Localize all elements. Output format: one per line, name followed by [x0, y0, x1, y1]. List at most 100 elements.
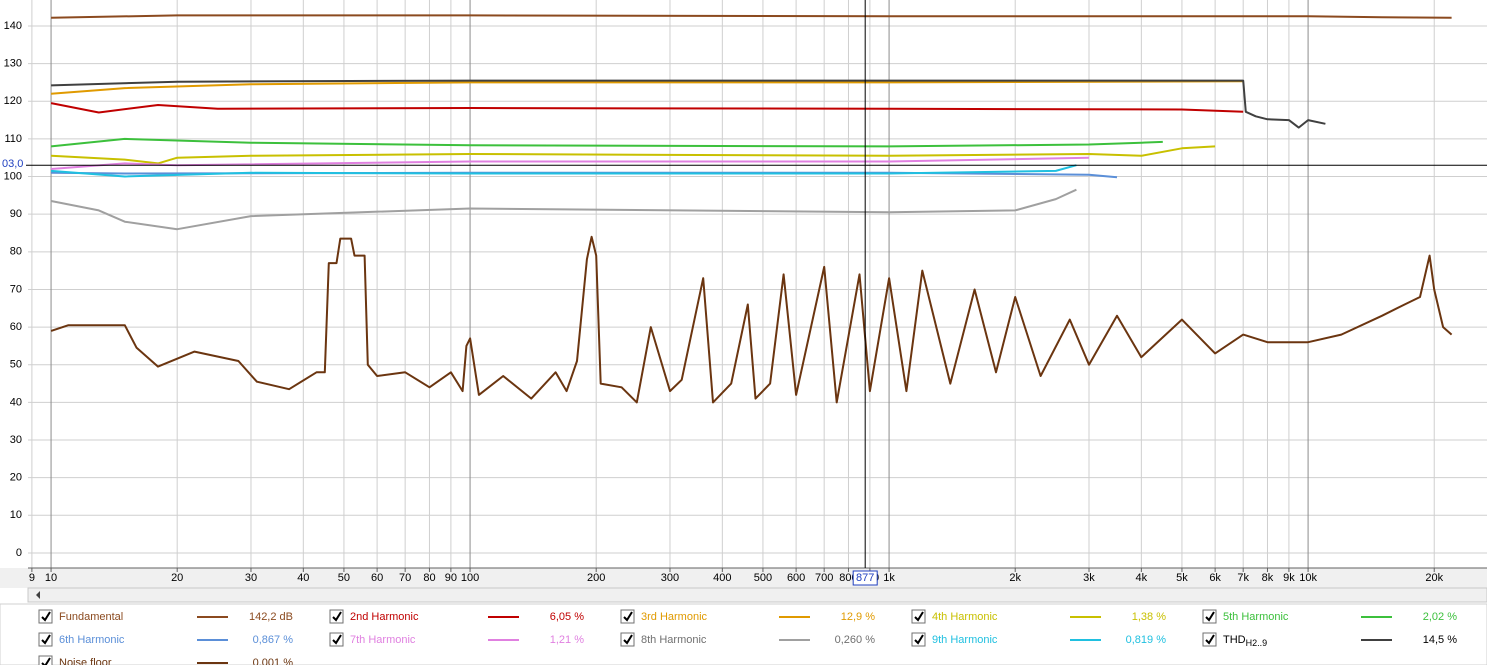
x-tick-label: 1k — [883, 572, 895, 584]
y-tick-label: 90 — [10, 208, 22, 220]
legend-name: 8th Harmonic — [641, 634, 707, 646]
legend-item: 4th Harmonic 1,38 % — [911, 609, 1166, 624]
series-line — [50, 188, 1077, 231]
legend-name: Fundamental — [59, 611, 123, 623]
legend-name: Noise floor — [59, 657, 112, 665]
legend-value: 6,05 % — [550, 611, 584, 623]
legend-name: 3rd Harmonic — [641, 611, 708, 623]
y-tick-label: 140 — [4, 20, 22, 32]
series-lines — [50, 14, 1453, 404]
legend-value: 0,819 % — [1126, 634, 1167, 646]
checkmark[interactable] — [41, 657, 51, 665]
x-axis-band — [0, 568, 1487, 588]
legend-value: 2,02 % — [1423, 611, 1457, 623]
legend-value: 0,001 % — [253, 657, 294, 665]
x-tick-label: 500 — [754, 572, 772, 584]
x-tick-label: 200 — [587, 572, 605, 584]
x-tick-label: 80 — [423, 572, 435, 584]
y-tick-label: 60 — [10, 321, 22, 333]
series-line — [50, 235, 1453, 404]
legend-name: 9th Harmonic — [932, 634, 998, 646]
y-tick-label: 0 — [16, 547, 22, 559]
cursor: 877 03,0 — [0, 0, 1487, 586]
y-tick-label: 130 — [4, 58, 22, 70]
legend-value: 12,9 % — [841, 611, 875, 623]
x-tick-label: 9k — [1283, 572, 1295, 584]
x-tick-label: 7k — [1237, 572, 1249, 584]
checkmark[interactable] — [623, 634, 633, 645]
checkmark[interactable] — [1205, 634, 1215, 645]
x-tick-label: 9 — [29, 572, 35, 584]
legend-name: 2nd Harmonic — [350, 611, 419, 623]
x-tick-label: 60 — [371, 572, 383, 584]
series-line — [51, 145, 1216, 165]
x-tick-label: 6k — [1209, 572, 1221, 584]
x-tick-label: 20 — [171, 572, 183, 584]
x-tick-label: 40 — [297, 572, 309, 584]
scrollbar[interactable] — [27, 587, 1487, 603]
x-tick-label: 8k — [1262, 572, 1274, 584]
legend-item: Noise floor 0,001 % — [38, 655, 294, 665]
y-tick-label: 110 — [4, 133, 22, 145]
checkmark[interactable] — [41, 611, 51, 622]
legend-value: 0,867 % — [253, 634, 294, 646]
legend-item: 3rd Harmonic 12,9 % — [620, 609, 875, 624]
scroll-arrow[interactable] — [36, 591, 40, 599]
legend: Fundamental 142,2 dB 2nd Harmonic 6,05 % 3rd… — [38, 609, 1457, 665]
cursor-x-label: 877 — [856, 572, 874, 584]
y-tick-label: 70 — [10, 283, 22, 295]
x-tick-label: 50 — [338, 572, 350, 584]
checkbox[interactable] — [38, 655, 53, 665]
series-line — [51, 156, 1090, 170]
legend-value: 0,260 % — [835, 634, 876, 646]
x-tick-label: 400 — [713, 572, 731, 584]
legend-name-sub: H2..9 — [1246, 638, 1268, 648]
y-tick-label: 80 — [10, 246, 22, 258]
legend-name: 7th Harmonic — [350, 634, 416, 646]
checkmark[interactable] — [332, 634, 342, 645]
cursor-x-box — [852, 570, 878, 586]
cursor-y-box — [0, 158, 26, 172]
legend-item: 5th Harmonic 2,02 % — [1202, 609, 1457, 624]
x-tick-label: 30 — [245, 572, 257, 584]
y-tick-label: 10 — [10, 509, 22, 521]
x-tick-label: 5k — [1176, 572, 1188, 584]
series-line — [51, 80, 1244, 95]
checkmark[interactable] — [623, 611, 633, 622]
x-tick-label: 700 — [815, 572, 833, 584]
x-tick-label: 3k — [1083, 572, 1095, 584]
x-tick-label: 100 — [461, 572, 479, 584]
y-tick-label: 50 — [10, 359, 22, 371]
x-tick-label: 10k — [1299, 572, 1317, 584]
x-tick-label: 90 — [445, 572, 457, 584]
series-line — [50, 102, 1244, 114]
x-tick-label: 300 — [661, 572, 679, 584]
legend-item: 6th Harmonic 0,867 % — [38, 632, 294, 647]
y-tick-label: 20 — [10, 472, 22, 484]
legend-item: 7th Harmonic 1,21 % — [329, 632, 584, 647]
checkmark[interactable] — [914, 634, 924, 645]
legend-panel — [0, 603, 1487, 665]
legend-name: 6th Harmonic — [59, 634, 125, 646]
legend-item: 9th Harmonic 0,819 % — [911, 632, 1167, 647]
series-line — [51, 164, 1077, 178]
checkmark[interactable] — [41, 634, 51, 645]
y-tick-label: 30 — [10, 434, 22, 446]
checkmark[interactable] — [914, 611, 924, 622]
x-tick-label: 10 — [45, 572, 57, 584]
series-line — [51, 14, 1452, 19]
legend-value: 1,21 % — [550, 634, 584, 646]
cursor-y-label: 03,0 — [2, 158, 23, 170]
checkmark[interactable] — [1205, 611, 1215, 622]
legend-value: 14,5 % — [1423, 634, 1457, 646]
grid: 0 10 20 30 40 50 60 70 80 90 100 110 120 130 140 9 10 20 3… — [4, 0, 1487, 584]
legend-name: THDH2..9 — [1223, 634, 1267, 648]
series-line — [50, 137, 1163, 148]
x-tick-label: 600 — [787, 572, 805, 584]
checkmark[interactable] — [332, 611, 342, 622]
legend-item: 8th Harmonic 0,260 % — [620, 632, 876, 647]
y-tick-label: 100 — [4, 170, 22, 182]
legend-name: 5th Harmonic — [1223, 611, 1289, 623]
